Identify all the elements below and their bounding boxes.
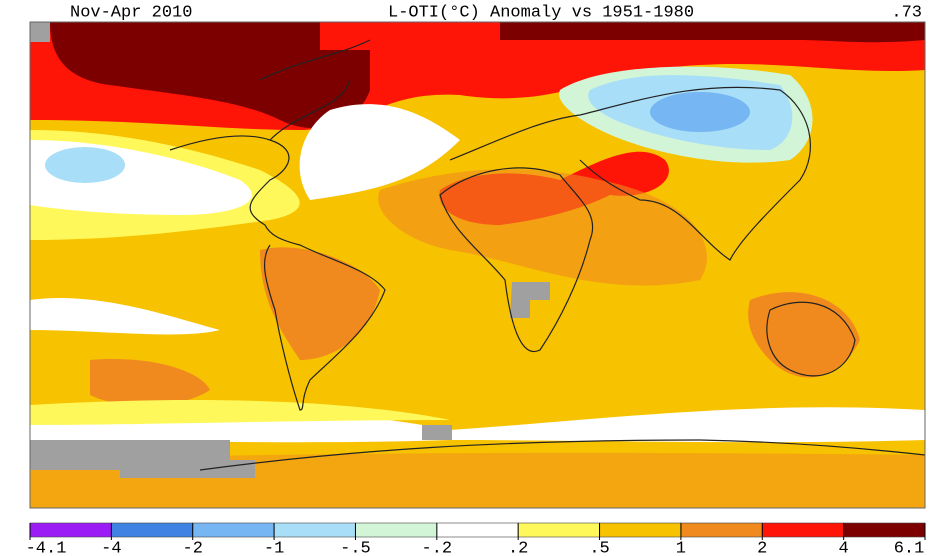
legend-tick-label: .2 <box>508 539 528 556</box>
legend-tick-label: 2 <box>757 539 767 556</box>
legend-tick-label: 6.1 <box>894 539 925 556</box>
no-data <box>30 440 255 478</box>
legend-swatch <box>192 522 275 538</box>
legend-swatch <box>843 522 926 538</box>
warm-zone <box>90 359 210 406</box>
legend-tick-label: -2 <box>183 539 203 556</box>
legend-tick-label: 1 <box>676 539 686 556</box>
neutral-zone <box>30 297 220 335</box>
legend-tick-label: .5 <box>589 539 609 556</box>
legend-swatch <box>111 522 194 538</box>
warm-zone <box>748 292 860 378</box>
hot-zone <box>50 22 370 129</box>
warm-zone <box>260 247 380 360</box>
legend-tick-label: -4.1 <box>26 539 67 556</box>
cool-zone <box>45 147 125 183</box>
global-mean: .73 <box>891 3 922 22</box>
legend-swatch <box>517 522 600 538</box>
no-data <box>422 425 452 440</box>
anomaly-map <box>29 21 926 509</box>
no-data <box>30 22 50 42</box>
hot-zone <box>30 22 925 43</box>
color-legend: -4.1 -4 -2 -1 -.5 -.2 .2 .5 1 2 4 6.1 <box>26 522 926 556</box>
warm-zone <box>378 169 707 286</box>
legend-tick-label: 4 <box>839 539 849 556</box>
legend-tick-label: -4 <box>101 539 121 556</box>
legend-swatch <box>355 522 438 538</box>
period: Nov-Apr 2010 <box>70 3 192 22</box>
legend-swatch <box>436 522 519 538</box>
map-title: L-OTI(°C) Anomaly vs 1951-1980 <box>388 3 694 22</box>
no-data <box>510 282 550 318</box>
legend-tick-label: -.2 <box>422 539 453 556</box>
legend-swatch <box>29 522 112 538</box>
legend-swatch <box>599 522 682 538</box>
legend-swatch <box>273 522 356 538</box>
neutral-zone <box>30 400 450 425</box>
legend-swatch <box>761 522 844 538</box>
cool-zone <box>650 92 750 132</box>
legend-tick-label: -.5 <box>340 539 371 556</box>
neutral-zone <box>299 104 460 200</box>
legend-swatch <box>680 522 763 538</box>
map-frame <box>29 21 926 509</box>
legend-tick-label: -1 <box>264 539 284 556</box>
